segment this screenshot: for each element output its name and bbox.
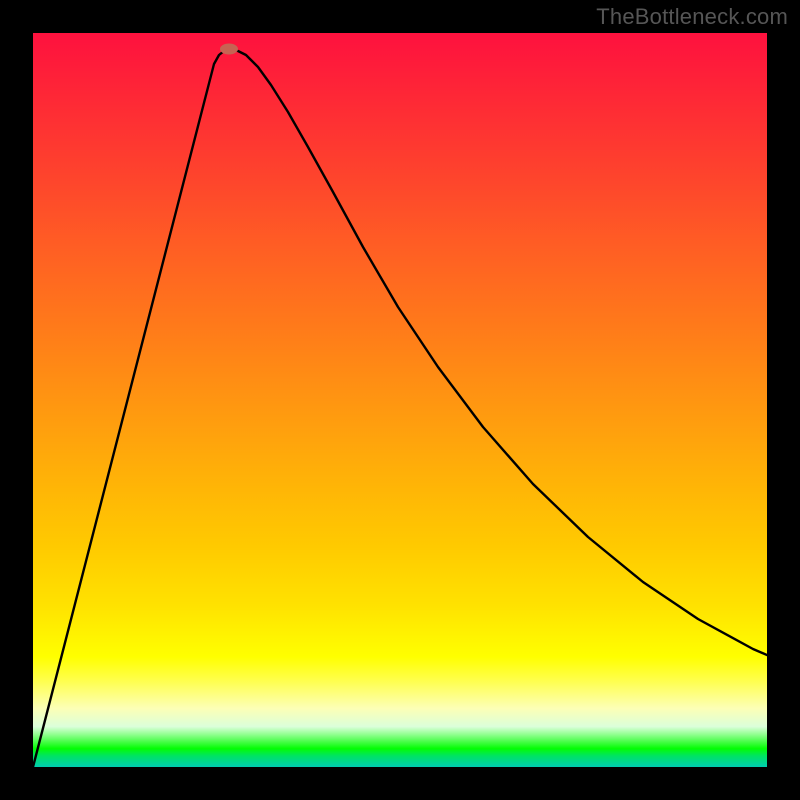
watermark-text: TheBottleneck.com (596, 4, 788, 30)
plot-area (33, 33, 767, 767)
optimum-marker (220, 44, 238, 55)
chart-container: { "watermark": "TheBottleneck.com", "can… (0, 0, 800, 800)
chart-svg (33, 33, 767, 767)
chart-background (33, 33, 767, 767)
